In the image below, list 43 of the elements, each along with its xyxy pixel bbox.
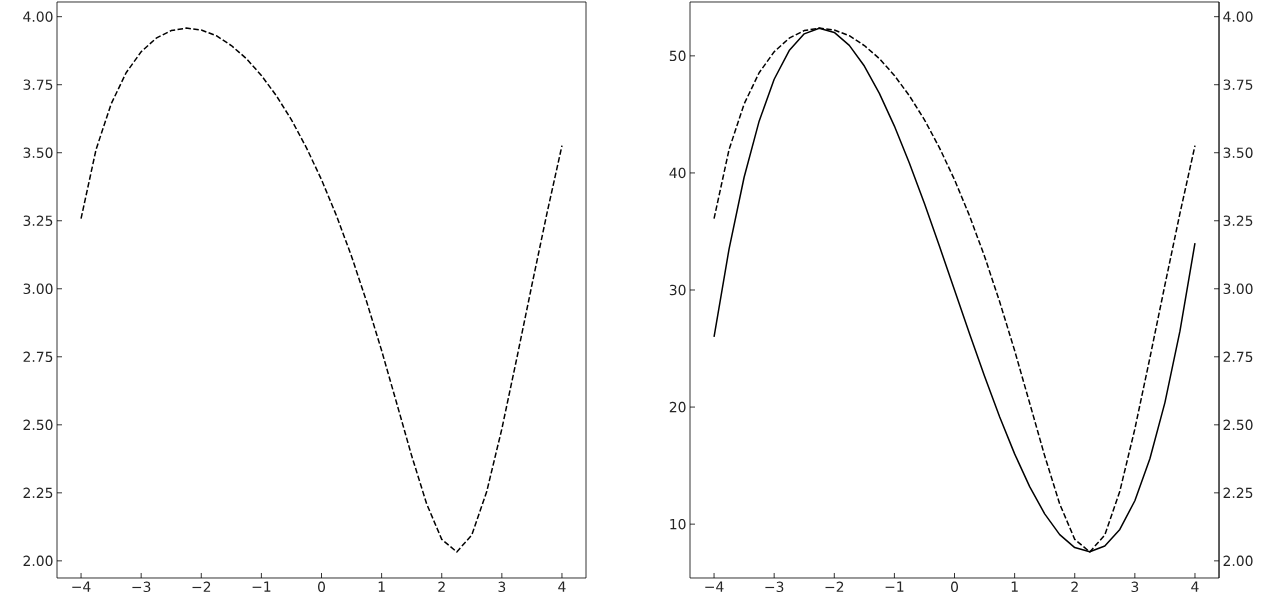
- x-tick-label: −2: [192, 581, 211, 592]
- x-tick-label: −4: [705, 581, 724, 592]
- x-tick-label: 4: [558, 581, 566, 592]
- y2-tick-label: 3.75: [1223, 79, 1253, 90]
- y2-tick-label: 3.25: [1223, 215, 1253, 227]
- x-tick-label: −2: [825, 581, 844, 592]
- x-tick-label: 0: [951, 581, 959, 593]
- y-tick-label: 2.75: [23, 351, 53, 363]
- x-tick-label: 0: [317, 581, 325, 593]
- y-tick-label: 3.75: [23, 79, 53, 90]
- y-tick-label: 50: [669, 50, 686, 62]
- y2-tick-label: 2.25: [1223, 487, 1253, 499]
- line-series: [80, 27, 563, 553]
- y2-tick-label: 3.50: [1223, 147, 1253, 158]
- y-tick-label: 30: [669, 284, 686, 296]
- x-tick-label: 3: [498, 581, 506, 593]
- x-tick-label: −4: [72, 581, 91, 592]
- y2-tick-label: 2.75: [1223, 351, 1253, 363]
- y2-tick-label: 2.00: [1223, 555, 1253, 567]
- y-tick-label: 40: [669, 167, 686, 179]
- y-tick-label: 10: [670, 518, 686, 530]
- x-tick-label: −3: [132, 581, 151, 593]
- x-tick-label: 2: [438, 581, 445, 592]
- y-tick-label: 2.25: [23, 487, 53, 499]
- y-tick-label: 2.00: [23, 555, 53, 567]
- y-tick-label: 3.50: [23, 147, 53, 158]
- y-tick-label: 20: [669, 401, 686, 413]
- y-tick-label: 3.25: [23, 215, 53, 227]
- y-tick-label: 2.50: [23, 419, 53, 431]
- y2-tick-label: 2.50: [1223, 419, 1253, 431]
- x-tick-label: 2: [1071, 581, 1078, 592]
- x-tick-label: 1: [378, 581, 385, 592]
- line-series: [713, 27, 1196, 553]
- x-tick-label: 4: [1191, 581, 1199, 592]
- x-tick-label: −1: [252, 581, 271, 592]
- y2-tick-label: 3.00: [1223, 283, 1253, 295]
- y-tick-label: 4.00: [23, 11, 53, 22]
- x-tick-label: 3: [1131, 581, 1139, 593]
- y-tick-label: 3.00: [23, 283, 53, 295]
- x-tick-label: 1: [1011, 581, 1018, 592]
- x-tick-label: −1: [885, 581, 904, 592]
- y2-tick-label: 4.00: [1223, 11, 1253, 22]
- x-tick-label: −3: [765, 581, 784, 593]
